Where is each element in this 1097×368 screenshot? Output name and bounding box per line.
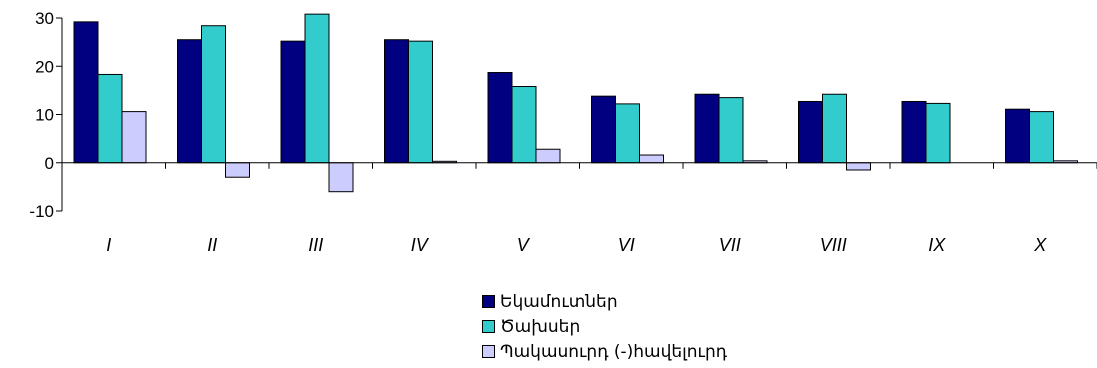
bar-1-IX — [901, 100, 927, 164]
bar-2-VII — [718, 97, 744, 164]
y-tick-label: 0 — [45, 154, 54, 173]
bar-1-VIII — [798, 100, 823, 164]
axes-group — [56, 17, 1097, 212]
bar-1-I — [73, 21, 99, 164]
bar-1-III — [280, 40, 306, 164]
bar-3-V — [535, 148, 561, 164]
legend-swatch-income — [482, 295, 495, 308]
x-tick-label: II — [207, 235, 217, 255]
bars-group — [73, 13, 1078, 193]
legend-label-deficit: Պակասուրդ (-)հավելուրդ — [500, 341, 727, 362]
bar-3-III — [328, 162, 354, 193]
legend-swatch-expenses — [482, 320, 495, 333]
legend-item-expenses: Ծախսեր — [482, 314, 727, 339]
bar-1-X — [1005, 108, 1030, 164]
legend-item-deficit: Պակասուրդ (-)հավելուրդ — [482, 339, 727, 364]
legend-swatch-deficit — [482, 345, 495, 358]
bar-1-VI — [591, 95, 616, 164]
bar-2-II — [201, 25, 226, 164]
bar-3-VIII — [846, 162, 871, 171]
y-tick-label: 20 — [35, 57, 54, 76]
x-tick-label: X — [1033, 235, 1047, 255]
legend: Եկամուտներ Ծախսեր Պակասուրդ (-)հավելուրդ — [482, 289, 727, 364]
bar-2-I — [97, 73, 123, 164]
x-tick-label: VI — [618, 235, 635, 255]
bar-2-IX — [925, 102, 951, 164]
legend-item-income: Եկամուտներ — [482, 289, 727, 314]
bar-2-IV — [408, 40, 433, 164]
bar-3-II — [225, 162, 250, 178]
bar-2-VI — [615, 103, 640, 164]
bar-2-III — [304, 13, 330, 164]
bar-2-X — [1029, 111, 1054, 164]
x-tick-label: IX — [928, 235, 946, 255]
y-tick-label: 10 — [35, 106, 54, 125]
bar-2-VIII — [822, 93, 847, 164]
x-tick-label: VII — [719, 235, 741, 255]
bar-3-VI — [639, 154, 664, 164]
bar-1-VII — [694, 93, 720, 164]
bar-1-V — [487, 72, 513, 164]
legend-label-income: Եկամուտներ — [500, 291, 618, 312]
y-tick-label: -10 — [29, 202, 54, 221]
x-tick-label: IV — [411, 235, 430, 255]
y-tick-label: 30 — [35, 9, 54, 28]
bar-3-I — [121, 111, 147, 164]
legend-label-expenses: Ծախսեր — [500, 316, 581, 337]
x-tick-label: III — [308, 235, 323, 255]
x-tick-label: VIII — [820, 235, 847, 255]
x-tick-label: I — [106, 235, 111, 255]
bar-1-II — [177, 39, 202, 164]
bar-1-IV — [384, 39, 409, 164]
bar-2-V — [511, 86, 537, 164]
x-tick-label: V — [517, 235, 531, 255]
